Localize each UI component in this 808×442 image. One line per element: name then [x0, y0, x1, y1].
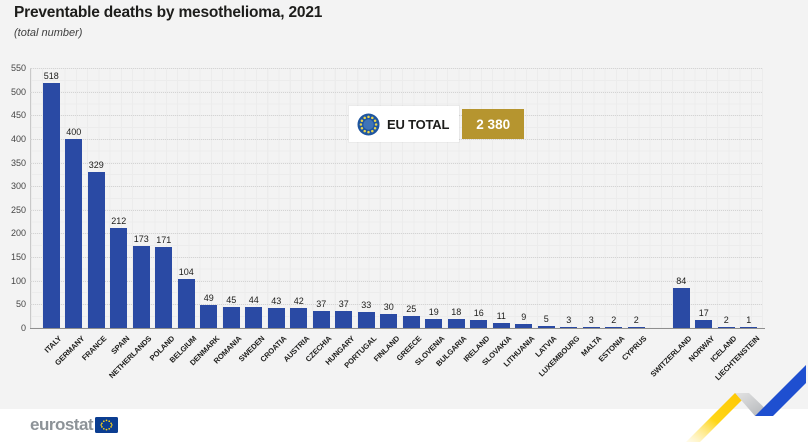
- y-tick-label: 200: [10, 228, 26, 239]
- y-tick-label: 50: [15, 299, 26, 310]
- eu-total-value-box: 2 380: [462, 109, 525, 139]
- bar-bulgaria: [447, 319, 465, 328]
- bar-switzerland: [672, 288, 690, 328]
- eu-total-label: EU TOTAL: [387, 116, 450, 132]
- eu-total-label-box: EU TOTAL: [349, 106, 460, 142]
- bar-portugal: [357, 312, 375, 328]
- bar-value-label: 37: [338, 299, 349, 309]
- bar-ireland: [470, 320, 488, 328]
- bar-poland: [155, 247, 173, 328]
- eurostat-logo-text: eurostat: [30, 415, 94, 434]
- bar-luxembourg: [560, 327, 578, 328]
- bar-value-label: 329: [88, 160, 104, 170]
- bar-value-label: 44: [248, 295, 259, 305]
- bar-value-label: 84: [676, 276, 687, 286]
- bar-latvia: [537, 326, 555, 328]
- y-tick-label: 350: [10, 157, 26, 168]
- bar-value-label: 1: [746, 315, 752, 325]
- y-tick-label: 150: [10, 252, 26, 263]
- bar-value-label: 33: [361, 300, 372, 310]
- bar-value-label: 49: [203, 293, 214, 303]
- bar-spain: [110, 228, 128, 328]
- bar-germany: [65, 139, 83, 328]
- gridline: [30, 304, 762, 306]
- bar-italy: [42, 83, 60, 328]
- bar-value-label: 45: [226, 295, 237, 305]
- bar-austria: [290, 308, 308, 328]
- gridline: [30, 233, 762, 235]
- eurostat-zigzag-decoration: [686, 365, 806, 442]
- eu-total-value: 2 380: [476, 116, 511, 132]
- bar-value-label: 3: [566, 315, 572, 325]
- bar-value-label: 37: [316, 299, 327, 309]
- bar-value-label: 16: [473, 308, 484, 318]
- bar-value-label: 18: [451, 307, 462, 317]
- page-subtitle: (total number): [14, 27, 83, 39]
- x-axis-line: [30, 328, 765, 329]
- gridline: [30, 280, 762, 282]
- bar-value-label: 518: [43, 71, 59, 81]
- gridline: [30, 91, 762, 93]
- x-tick-label: LUXEMBOURG: [536, 334, 582, 379]
- bar-value-label: 19: [428, 307, 439, 317]
- gridline: [30, 68, 762, 69]
- bar-hungary: [335, 311, 353, 328]
- bar-lithuania: [515, 324, 533, 328]
- bar-belgium: [177, 279, 195, 328]
- bar-slovenia: [425, 319, 443, 328]
- bar-estonia: [605, 327, 623, 328]
- gridline: [30, 209, 762, 211]
- footer-band: [0, 409, 808, 442]
- page-title: Preventable deaths by mesothelioma, 2021: [14, 4, 323, 21]
- bar-cyprus: [627, 327, 645, 328]
- bar-greece: [402, 316, 420, 328]
- eu-flag-icon: [357, 113, 380, 135]
- y-tick-label: 550: [10, 63, 26, 73]
- bar-value-label: 104: [178, 267, 194, 277]
- bar-value-label: 173: [133, 234, 149, 244]
- y-tick-label: 400: [10, 133, 26, 144]
- bar-sweden: [245, 307, 263, 328]
- bar-value-label: 3: [588, 315, 594, 325]
- eu-flag-icon: [95, 417, 119, 433]
- bar-value-label: 11: [496, 311, 506, 321]
- bar-netherlands: [132, 246, 150, 328]
- bar-value-label: 171: [156, 235, 172, 245]
- bar-value-label: 30: [383, 302, 394, 312]
- y-tick-label: 0: [20, 323, 26, 333]
- bar-value-label: 400: [66, 127, 82, 137]
- bar-denmark: [200, 305, 218, 328]
- bar-czechia: [312, 311, 330, 328]
- bar-value-label: 2: [611, 315, 617, 325]
- bar-value-label: 212: [111, 216, 127, 226]
- y-tick-label: 250: [10, 204, 26, 215]
- y-tick-label: 100: [10, 275, 26, 286]
- bar-liechtenstein: [740, 327, 758, 328]
- bar-france: [87, 172, 105, 328]
- bar-finland: [380, 314, 398, 328]
- bar-slovakia: [492, 323, 510, 328]
- eu-total-badge: EU TOTAL 2 380: [349, 106, 525, 142]
- bar-malta: [582, 327, 600, 328]
- bar-croatia: [267, 308, 285, 328]
- y-tick-label: 450: [10, 110, 26, 121]
- bar-value-label: 17: [698, 308, 709, 318]
- y-tick-label: 500: [10, 86, 26, 97]
- y-tick-label: 300: [10, 181, 26, 192]
- bar-romania: [222, 307, 240, 328]
- gridline: [30, 186, 762, 188]
- bar-value-label: 2: [723, 315, 729, 325]
- gridline: [30, 162, 762, 164]
- bar-value-label: 43: [271, 296, 282, 306]
- bar-value-label: 25: [406, 304, 417, 314]
- bar-norway: [695, 320, 713, 328]
- eurostat-logo: eurostat: [30, 415, 119, 435]
- bar-value-label: 5: [543, 314, 549, 324]
- bar-value-label: 2: [633, 315, 639, 325]
- bar-value-label: 42: [293, 296, 304, 306]
- gridline: [30, 257, 762, 259]
- bar-iceland: [717, 327, 735, 328]
- bar-value-label: 9: [521, 312, 527, 322]
